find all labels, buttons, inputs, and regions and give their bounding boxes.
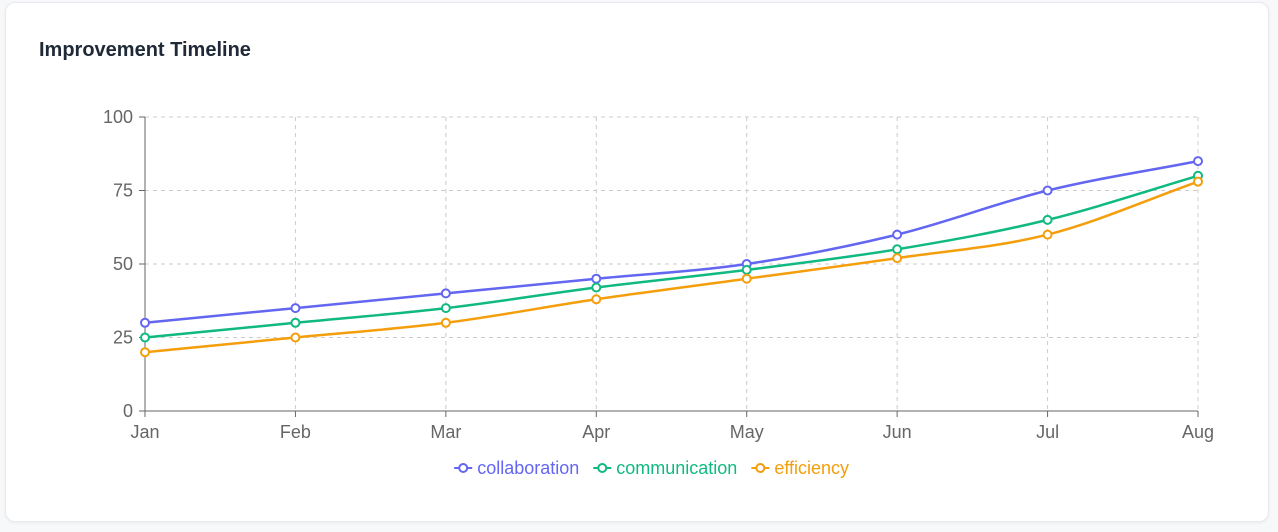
y-tick-label: 25 [113, 328, 133, 348]
series-line-communication [144, 174, 1199, 339]
legend: collaboration communication efficiency [454, 458, 849, 478]
data-point-efficiency[interactable] [440, 317, 451, 328]
legend-marker-icon [458, 463, 469, 473]
y-tick-label: 50 [113, 254, 133, 274]
series-lines [144, 159, 1199, 354]
x-tick-label: Jul [1036, 422, 1059, 442]
axes: 0 25 50 75 100 Jan Feb Mar Apr May Jun Jul Aug [103, 107, 1214, 442]
series-points [140, 156, 1203, 358]
chart-card: Improvement Timeline [5, 2, 1269, 522]
series-line-efficiency [144, 180, 1199, 354]
x-tick-label: Jan [130, 422, 159, 442]
data-point-collaboration[interactable] [440, 288, 451, 299]
data-point-communication[interactable] [741, 264, 752, 275]
data-point-efficiency[interactable] [290, 332, 301, 343]
legend-item-collaboration[interactable]: collaboration [454, 458, 579, 478]
data-point-efficiency[interactable] [741, 273, 752, 284]
legend-label: communication [616, 458, 737, 478]
data-point-efficiency[interactable] [1042, 229, 1053, 240]
data-point-communication[interactable] [440, 303, 451, 314]
y-tick-label: 100 [103, 107, 133, 127]
x-tick-label: Feb [280, 422, 311, 442]
y-tick-label: 0 [123, 401, 133, 421]
data-point-collaboration[interactable] [1042, 185, 1053, 196]
data-point-efficiency[interactable] [591, 294, 602, 305]
legend-item-communication[interactable]: communication [593, 458, 737, 478]
grid [145, 116, 1199, 411]
legend-marker-icon [597, 463, 608, 473]
data-point-collaboration[interactable] [1193, 156, 1203, 167]
legend-label: collaboration [477, 458, 579, 478]
y-tick-label: 75 [113, 181, 133, 201]
data-point-collaboration[interactable] [591, 273, 602, 284]
data-point-communication[interactable] [1042, 214, 1053, 225]
data-point-communication[interactable] [140, 332, 150, 343]
legend-marker-icon [755, 463, 766, 473]
legend-label: efficiency [774, 458, 849, 478]
data-point-collaboration[interactable] [140, 317, 150, 328]
chart-title: Improvement Timeline [39, 39, 251, 61]
series-line-collaboration [144, 159, 1199, 325]
legend-item-efficiency[interactable]: efficiency [751, 458, 849, 478]
x-tick-label: Jun [883, 422, 912, 442]
data-point-efficiency[interactable] [140, 347, 150, 358]
x-tick-label: Mar [430, 422, 461, 442]
data-point-communication[interactable] [290, 317, 301, 328]
data-point-collaboration[interactable] [892, 229, 903, 240]
x-tick-label: May [730, 422, 764, 442]
data-point-efficiency[interactable] [1193, 176, 1203, 187]
data-point-collaboration[interactable] [290, 303, 301, 314]
data-point-communication[interactable] [892, 244, 903, 255]
data-point-communication[interactable] [591, 282, 602, 293]
data-point-efficiency[interactable] [892, 253, 903, 264]
x-tick-label: Aug [1182, 422, 1214, 442]
x-tick-label: Apr [582, 422, 610, 442]
